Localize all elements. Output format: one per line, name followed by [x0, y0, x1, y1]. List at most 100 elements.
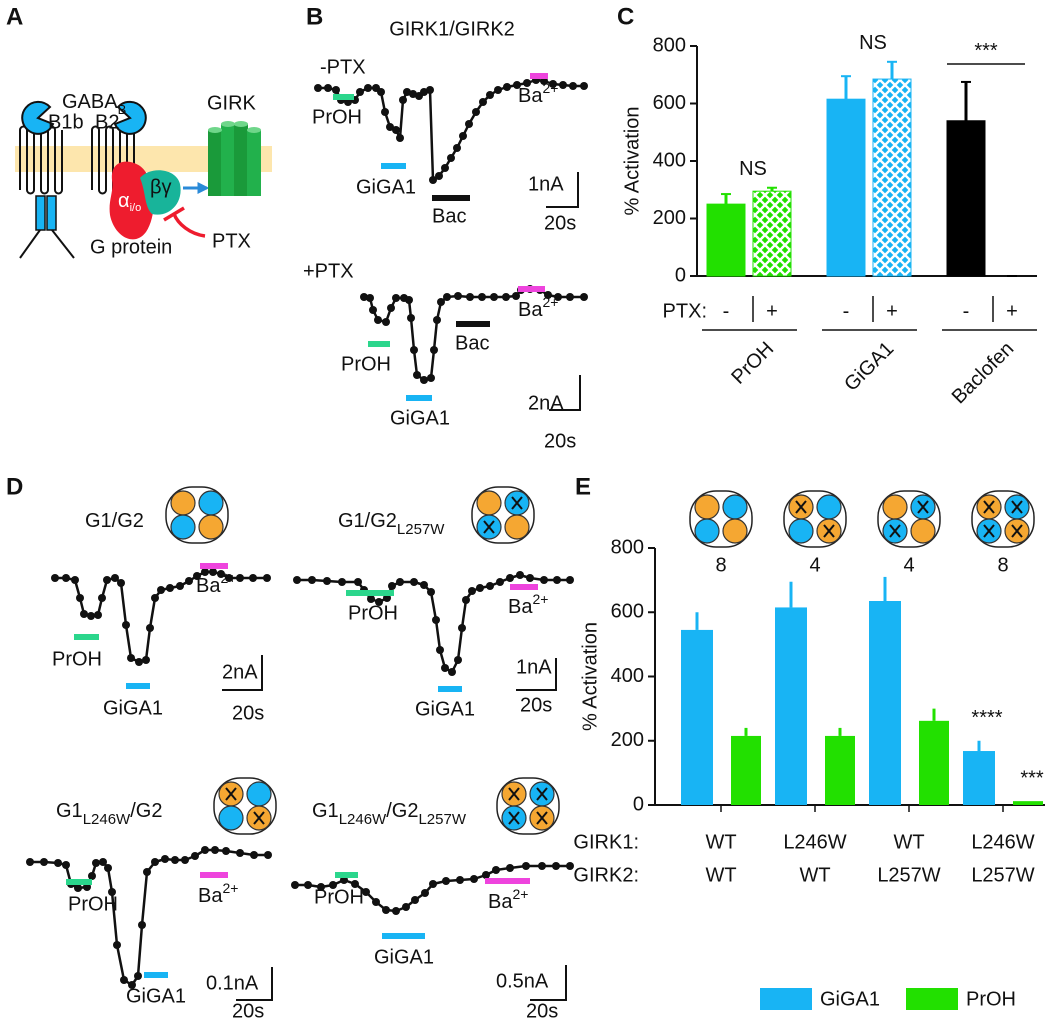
- barium-label: Ba2+: [518, 80, 558, 108]
- scale-current: 2nA: [222, 661, 258, 683]
- barium-charge: 2+: [222, 880, 238, 896]
- category-label: PrOH: [727, 338, 778, 389]
- current-trace: [51, 568, 271, 666]
- legend-swatch: [906, 988, 958, 1010]
- drug-label: PrOH: [312, 106, 362, 128]
- legend-label: PrOH: [966, 988, 1016, 1010]
- condition-value: -: [843, 300, 850, 322]
- coiled-coil: [35, 195, 46, 231]
- title-part: G1: [56, 800, 83, 822]
- bar: [869, 601, 901, 805]
- bar: [1013, 801, 1043, 805]
- barium-charge: 2+: [220, 570, 236, 586]
- subunit-icon: [165, 486, 229, 544]
- scale-time: 20s: [544, 430, 576, 452]
- mutation-mark: [511, 496, 523, 510]
- mutation-mark: [253, 811, 265, 825]
- subunit-icon: [496, 777, 560, 835]
- girk1-subunit: [694, 494, 720, 520]
- scale-bar: [549, 375, 581, 411]
- bar: [706, 203, 746, 277]
- scale-time: 20s: [232, 1000, 264, 1021]
- barium-label: Ba2+: [198, 880, 238, 908]
- bar: [963, 751, 995, 805]
- scale-bar: [530, 965, 567, 1001]
- drug-label: PrOH: [341, 353, 391, 375]
- mutation-mark: [536, 811, 548, 825]
- bar: [872, 78, 912, 277]
- cylinder: [234, 124, 248, 196]
- drug-label: PrOH: [314, 886, 364, 908]
- panel-d: D G1/G2 PrOH GiGA1 Ba2+ 2nA 20s G1/G2L25…: [6, 473, 574, 1021]
- barium: Ba: [518, 85, 543, 107]
- category-label: GiGA1: [840, 338, 898, 396]
- girk2-subunit: [722, 494, 748, 520]
- title-part: G1/G2: [338, 510, 397, 532]
- receptor-label: GABAB: [62, 91, 126, 117]
- significance-label: ****: [971, 707, 1002, 729]
- girk2-subunit: [218, 805, 244, 831]
- condition-value: +: [1006, 300, 1018, 322]
- panel-label: C: [617, 3, 634, 30]
- scale-current: 0.5nA: [496, 970, 549, 992]
- drug-label: GiGA1: [356, 176, 416, 198]
- girk1-subunit: [170, 490, 196, 516]
- condition-label: +PTX: [303, 260, 354, 282]
- recording-title: G1/G2L257W: [338, 510, 445, 538]
- y-tick-label: 200: [611, 729, 644, 751]
- category-label: Baclofen: [948, 338, 1019, 409]
- girk-channel: [208, 121, 261, 196]
- barium: Ba: [488, 891, 513, 913]
- drug-label: Bac: [455, 332, 489, 354]
- scale-time: 20s: [544, 212, 576, 234]
- scale-time: 20s: [526, 1000, 558, 1021]
- scale-bar: [236, 967, 273, 1001]
- cylinder-top: [221, 121, 235, 127]
- barium: Ba: [198, 885, 223, 907]
- barium-label: Ba2+: [518, 294, 558, 322]
- title-sub: L246W: [83, 811, 131, 828]
- scale-current: 0.1nA: [206, 972, 259, 994]
- channel-label: GIRK: [207, 92, 257, 114]
- current-trace: [26, 846, 272, 989]
- significance-label: ***: [1020, 767, 1044, 789]
- alpha-sub: i/o: [130, 202, 142, 214]
- inhibition-line: [172, 213, 206, 238]
- mutation-mark: [917, 500, 929, 514]
- mutation-mark: [983, 524, 995, 538]
- y-tick-label: 0: [675, 264, 686, 286]
- barium-label: Ba2+: [508, 591, 548, 619]
- subunit-icon: [471, 486, 535, 544]
- girk1-label: L246W: [783, 831, 846, 853]
- mutation-mark: [795, 500, 807, 514]
- panel-label: E: [575, 473, 591, 500]
- y-axis-title: % Activation: [579, 622, 601, 731]
- girk1-subunit: [910, 518, 936, 544]
- panel-title: GIRK1/GIRK2: [389, 18, 515, 40]
- girk2-label: L257W: [971, 864, 1034, 886]
- title-sub: L246W: [339, 811, 387, 828]
- condition-label: -PTX: [320, 56, 366, 78]
- y-tick-label: 0: [633, 793, 644, 815]
- mutation-mark: [823, 524, 835, 538]
- bar: [775, 607, 807, 805]
- condition-value: +: [886, 300, 898, 322]
- coiled-coil: [46, 195, 57, 231]
- y-tick-label: 800: [611, 536, 644, 558]
- recording-title: G1L246W/G2L257W: [312, 800, 467, 828]
- barium-charge: 2+: [532, 591, 548, 607]
- cylinder: [247, 130, 261, 196]
- panel-a: A αi/o βγ GABAB B1b B2 GIRK G protei: [6, 3, 272, 259]
- girk2-subunit: [694, 518, 720, 544]
- scale-bar: [516, 658, 557, 691]
- y-tick-label: 200: [653, 207, 686, 229]
- receptor-helices: [19, 125, 63, 195]
- barium: Ba: [196, 575, 221, 597]
- receptor: GABA: [62, 91, 118, 113]
- girk1-subunit: [504, 514, 530, 540]
- girk2-label: WT: [705, 864, 736, 886]
- mutation-mark: [536, 787, 548, 801]
- n-label: 4: [903, 554, 914, 576]
- bar: [919, 720, 949, 805]
